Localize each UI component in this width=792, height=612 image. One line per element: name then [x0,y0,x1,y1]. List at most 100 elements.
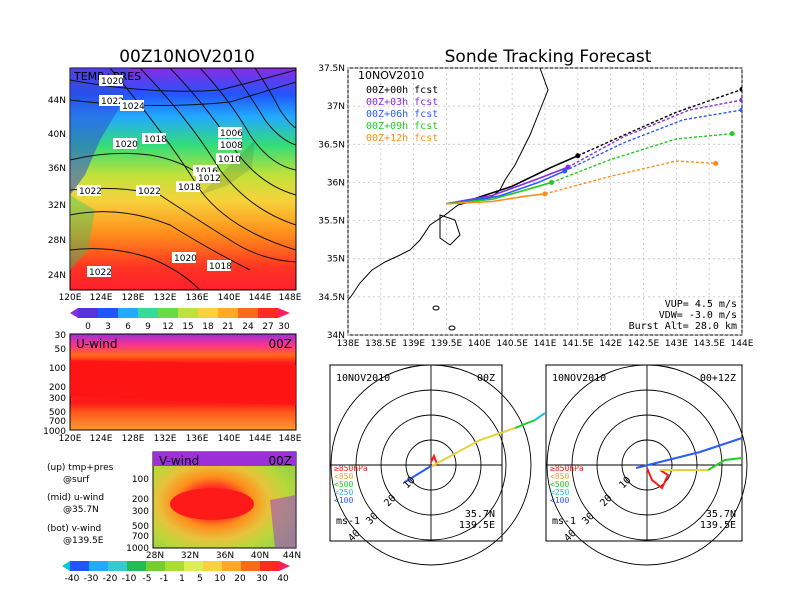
legend-fcst-09h: 00Z+09h fcst [366,121,438,132]
isobar-label: 1006 [220,129,243,139]
temp-colorbar-label: 9 [145,322,151,332]
map-lat-ticks: 44N 40N 36N 32N 28N 24N [48,96,66,281]
isobar-labels: 1020 1022 1024 1018 1020 1006 1008 1010 … [77,75,243,278]
track-lon-tick: 142E [599,339,622,349]
legend-850-up: ≥850hPa [334,464,368,473]
isobar-label: 1018 [178,183,201,193]
v-wind-lat-tick: 28N [146,551,164,561]
ascent-track [446,193,546,205]
temp-colorbar-label: 30 [278,322,290,332]
burst-point [562,168,568,174]
isobar-label: 1022 [79,187,102,197]
map-lon-tick: 120E [59,293,82,303]
track-legend: 00Z+00h fcst 00Z+03h fcst 00Z+06h fcst 0… [366,85,438,144]
launch-params: VUP= 4.5 m/s VDW= -3.0 m/s Burst Alt= 28… [629,299,737,332]
hodo-right-date: 10NOV2010 [552,373,606,384]
v-wind-p-tick: 1000 [126,544,149,554]
track-lat-tick: 35N [327,255,345,265]
map-lat-tick: 36N [48,164,66,174]
map-lon-tick: 128E [122,293,145,303]
landing-point [739,86,742,92]
legend-100: <100 [550,496,569,505]
map-lon-tick: 136E [186,293,209,303]
v-wind-colorbar: -40 -30 -20 -10 -5 -1 1 5 10 20 30 40 [62,561,290,584]
u-wind-p-tick: 100 [49,364,66,374]
track-lat-tick: 35.5N [318,217,345,227]
v-colorbar-label: -40 [65,574,80,584]
v-colorbar-label: 1 [179,574,185,584]
v-wind-label: V-wind [159,454,199,468]
v-colorbar-label: 40 [277,574,289,584]
legend-fcst-03h: 00Z+03h fcst [366,97,438,108]
u-wind-p-tick: 30 [55,331,67,341]
u-wind-p-tick: 1000 [43,427,66,437]
track-lon-tick: 138E [337,339,360,349]
param-vup: VUP= 4.5 m/s [665,299,737,310]
isobar-label: 1020 [174,254,197,264]
landing-point [729,131,735,137]
track-map: 10NOV2010 00Z+00h fcst 00Z+03h fcst 00Z+… [318,64,754,349]
map-lat-tick: 28N [48,236,66,246]
track-lon-tick: 139E [402,339,425,349]
v-wind-lat-tick: 32N [181,551,199,561]
temp-colorbar-label: 12 [162,322,173,332]
descent-track [567,99,742,168]
v-colorbar-label: 10 [214,574,226,584]
temp-colorbar-label: 24 [242,322,254,332]
legend-850-up: ≥850hPa [550,464,584,473]
map-lat-tick: 32N [48,201,66,211]
track-lat-tick: 37N [327,102,345,112]
v-colorbar-label: -5 [143,574,152,584]
map-lon-tick: 148E [279,293,302,303]
legend-250: <250 [334,488,353,497]
v-wind-p-tick: 100 [132,475,149,485]
descent-track [564,109,742,172]
u-wind-time: 00Z [269,337,293,351]
panel-legend: (up) tmp+pres @surf (mid) u-wind @35.7N … [47,463,114,546]
landing-point [739,97,742,103]
legend-100: <100 [334,496,353,505]
v-colorbar-label: 20 [234,574,246,584]
legend-up-line1: (up) tmp+pres [47,463,114,473]
isobar-label: 1022 [101,97,124,107]
track-lon-tick: 143E [665,339,688,349]
v-wind-lat-tick: 40N [251,551,269,561]
track-lon-tick: 142.5E [628,339,660,349]
v-wind-p-tick: 700 [132,532,149,542]
v-wind-lat-tick: 44N [283,551,301,561]
track-lon-tick: 139.5E [431,339,463,349]
u-wind-lon-tick: 136E [186,434,209,444]
temp-pres-map: TEMP+PRES 1020 1022 1024 1018 1020 1006 … [48,67,302,332]
descent-track [577,88,742,157]
track-lat-tick: 36.5N [318,140,345,150]
u-wind-p-tick: 50 [55,345,67,355]
ascent-track [446,166,569,205]
hodo-right-units: ms-1 [552,516,576,527]
map-lon-tick: 140E [218,293,241,303]
u-wind-lon-tick: 148E [279,434,302,444]
track-lat-tick: 34.5N [318,293,345,303]
map-lon-ticks: 120E 124E 128E 132E 136E 140E 144E 148E [59,293,302,303]
legend-fcst-00h: 00Z+00h fcst [366,85,438,96]
temp-colorbar-label: 18 [202,322,214,332]
u-wind-p-tick: 300 [49,394,66,404]
u-wind-label: U-wind [76,337,117,351]
v-wind-lat-tick: 36N [216,551,234,561]
hodo-left-time: 00Z [477,373,495,384]
v-wind-time: 00Z [269,454,293,468]
track-lon-tick: 141.5E [562,339,594,349]
v-wind-p-tick: 500 [132,522,149,532]
temp-colorbar-label: 21 [222,322,233,332]
track-lon-tick: 141E [534,339,557,349]
legend-mid-line1: (mid) u-wind [47,493,104,503]
u-wind-lon-tick: 124E [90,434,113,444]
legend-500: <500 [334,480,353,489]
temp-colorbar-label: 0 [85,322,91,332]
u-wind-p-tick: 700 [49,417,66,427]
map-lat-tick: 44N [48,96,66,106]
isobar-label: 1020 [101,77,124,87]
track-lon-tick: 140.5E [496,339,528,349]
param-vdw: VDW= -3.0 m/s [659,310,737,321]
burst-point [575,153,581,159]
